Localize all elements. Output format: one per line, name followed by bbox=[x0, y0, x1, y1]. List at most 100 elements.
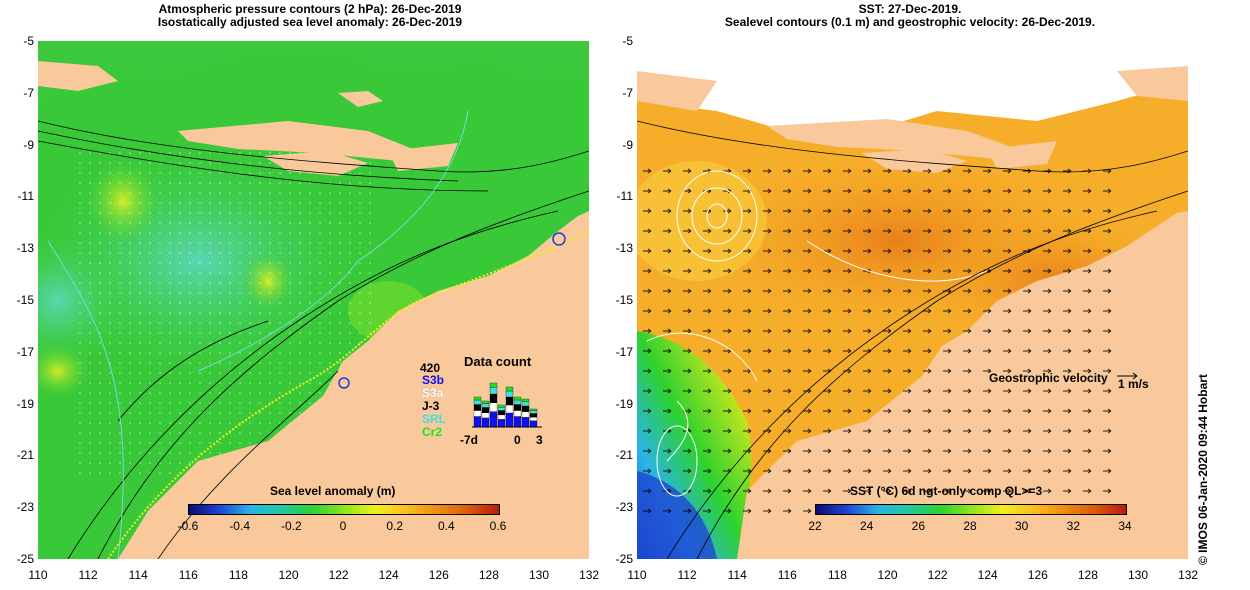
longitude-tick-label: 124 bbox=[977, 568, 998, 582]
longitude-tick-label: 120 bbox=[877, 568, 898, 582]
histogram-bar-segment bbox=[529, 420, 538, 428]
sst-map: Geostrophic velocity 1 m/s SST (°C) 6d n… bbox=[637, 41, 1188, 559]
histogram-bar-segment bbox=[505, 390, 514, 398]
latitude-tick-label: -17 bbox=[16, 344, 34, 359]
mission-legend-item: SRL bbox=[422, 412, 446, 426]
right-title-line1: SST: 27-Dec-2019. bbox=[858, 2, 962, 16]
histogram-bar-segment bbox=[497, 414, 506, 420]
histogram-bar-segment bbox=[497, 419, 506, 428]
left-title-line2: Isostatically adjusted sea level anomaly… bbox=[157, 15, 463, 29]
sea-level-anomaly-svg bbox=[38, 41, 589, 559]
sea-level-contours bbox=[646, 170, 988, 497]
histogram-bar-segment bbox=[513, 399, 522, 405]
longitude-tick-label: 114 bbox=[128, 568, 148, 582]
velocity-scale-label: 1 m/s bbox=[1118, 377, 1149, 391]
histogram-bar-segment bbox=[489, 382, 498, 388]
data-count-x-start: -7d bbox=[460, 433, 478, 447]
velocity-scale-arrow bbox=[1117, 372, 1138, 380]
histogram-bar-segment bbox=[505, 412, 514, 428]
imos-credit: © IMOS 06-Jan-2020 09:44 Hobart bbox=[1196, 374, 1210, 565]
latitude-tick-label: -13 bbox=[16, 241, 34, 256]
latitude-tick-label: -23 bbox=[16, 500, 34, 515]
longitude-tick-label: 118 bbox=[827, 568, 847, 582]
timor-island bbox=[388, 143, 458, 171]
sst-svg bbox=[637, 41, 1188, 559]
longitude-tick-label: 122 bbox=[328, 568, 349, 582]
histogram-bar-segment bbox=[473, 410, 482, 417]
colorbar-tick-label: 26 bbox=[911, 519, 925, 533]
latitude-tick-label: -19 bbox=[16, 396, 34, 411]
histogram-bars bbox=[473, 382, 538, 428]
histogram-bar-segment bbox=[529, 408, 538, 411]
longitude-tick-label: 128 bbox=[1077, 568, 1098, 582]
colorbar-tick-label: 24 bbox=[859, 519, 874, 533]
histogram-bar-segment bbox=[473, 416, 482, 428]
longitude-tick-label: 122 bbox=[927, 568, 948, 582]
histogram-bar-segment bbox=[521, 411, 530, 418]
data-count-inset: 420 Data count S3b S3a J-3 SRL Cr2 -7d 0 3 bbox=[420, 351, 550, 451]
geostrophic-velocity-arrows bbox=[637, 161, 1117, 521]
latitude-tick-label: -21 bbox=[16, 448, 34, 463]
right-title: SST: 27-Dec-2019. Sealevel contours (0.1… bbox=[660, 3, 1160, 29]
histogram-bar-segment bbox=[497, 404, 506, 408]
latitude-tick-label: -9 bbox=[622, 137, 633, 152]
longitude-tick-label: 112 bbox=[78, 568, 98, 582]
longitude-tick-label: 132 bbox=[579, 568, 600, 582]
longitude-tick-label: 116 bbox=[178, 568, 198, 582]
data-count-max: 420 bbox=[420, 361, 441, 375]
histogram-bar-segment bbox=[521, 405, 530, 412]
colorbar-tick-label: 0.6 bbox=[489, 519, 507, 533]
longitude-tick-label: 112 bbox=[677, 568, 697, 582]
latitude-tick-label: -23 bbox=[615, 500, 633, 515]
longitude-tick-label: 126 bbox=[1027, 568, 1048, 582]
left-title-line1: Atmospheric pressure contours (2 hPa): 2… bbox=[158, 2, 462, 16]
latitude-tick-label: -13 bbox=[615, 241, 633, 256]
colorbar-tick-label: 22 bbox=[808, 519, 822, 533]
colorbar-tick-label: -0.4 bbox=[229, 519, 250, 533]
histogram-bar-segment bbox=[481, 417, 490, 428]
longitude-tick-label: 118 bbox=[228, 568, 248, 582]
mission-legend-item: S3a bbox=[422, 386, 444, 400]
histogram-bar-segment bbox=[481, 412, 490, 419]
longitude-tick-label: 132 bbox=[1178, 568, 1199, 582]
left-title: Atmospheric pressure contours (2 hPa): 2… bbox=[110, 3, 510, 29]
colorbar-tick-label: 0.2 bbox=[386, 519, 403, 533]
histogram-bar-segment bbox=[513, 410, 522, 417]
colorbar-tick-label: -0.6 bbox=[177, 519, 199, 533]
histogram-bar-segment bbox=[513, 416, 522, 428]
histogram-bar-segment bbox=[481, 407, 490, 413]
data-count-x-end: 3 bbox=[536, 433, 543, 447]
latitude-tick-label: -15 bbox=[615, 293, 633, 307]
sst-colorbar-title: SST (°C) 6d ngt-only comp QL>=3 bbox=[850, 484, 1043, 498]
histogram-bar-segment bbox=[529, 410, 538, 414]
latitude-tick-label: -5 bbox=[622, 34, 633, 48]
longitude-tick-label: 110 bbox=[627, 568, 647, 582]
histogram-bar-segment bbox=[473, 396, 482, 401]
velocity-legend-label: Geostrophic velocity bbox=[989, 371, 1108, 385]
latitude-tick-label: -11 bbox=[616, 189, 633, 204]
colorbar-tick-label: 32 bbox=[1066, 519, 1080, 533]
longitude-tick-label: 116 bbox=[777, 568, 797, 582]
latitude-tick-label: -7 bbox=[622, 85, 633, 100]
histogram-bar-segment bbox=[521, 398, 530, 402]
histogram-bar-segment bbox=[473, 399, 482, 405]
latitude-tick-label: -9 bbox=[23, 137, 34, 152]
histogram-bar-segment bbox=[489, 393, 498, 403]
cloud-mask bbox=[637, 41, 1188, 141]
colorbar-tick-label: -0.2 bbox=[280, 519, 302, 533]
longitude-tick-label: 128 bbox=[478, 568, 499, 582]
histogram-bar-segment bbox=[513, 404, 522, 411]
histogram-bar-segment bbox=[497, 407, 506, 411]
data-count-x-mid: 0 bbox=[514, 433, 521, 447]
latitude-tick-label: -5 bbox=[23, 34, 34, 48]
latitude-tick-label: -7 bbox=[23, 85, 34, 100]
colorbar-tick-label: 30 bbox=[1014, 519, 1029, 533]
right-title-line2: Sealevel contours (0.1 m) and geostrophi… bbox=[724, 15, 1096, 29]
longitude-tick-label: 114 bbox=[727, 568, 747, 582]
histogram-bar-segment bbox=[513, 396, 522, 401]
latitude-tick-label: -19 bbox=[615, 396, 633, 411]
histogram-bar-segment bbox=[521, 417, 530, 428]
colorbar-tick-label: 34 bbox=[1118, 519, 1132, 533]
sea-level-anomaly-map: 420 Data count S3b S3a J-3 SRL Cr2 -7d 0 3 S… bbox=[38, 41, 589, 559]
longitude-tick-label: 126 bbox=[428, 568, 449, 582]
